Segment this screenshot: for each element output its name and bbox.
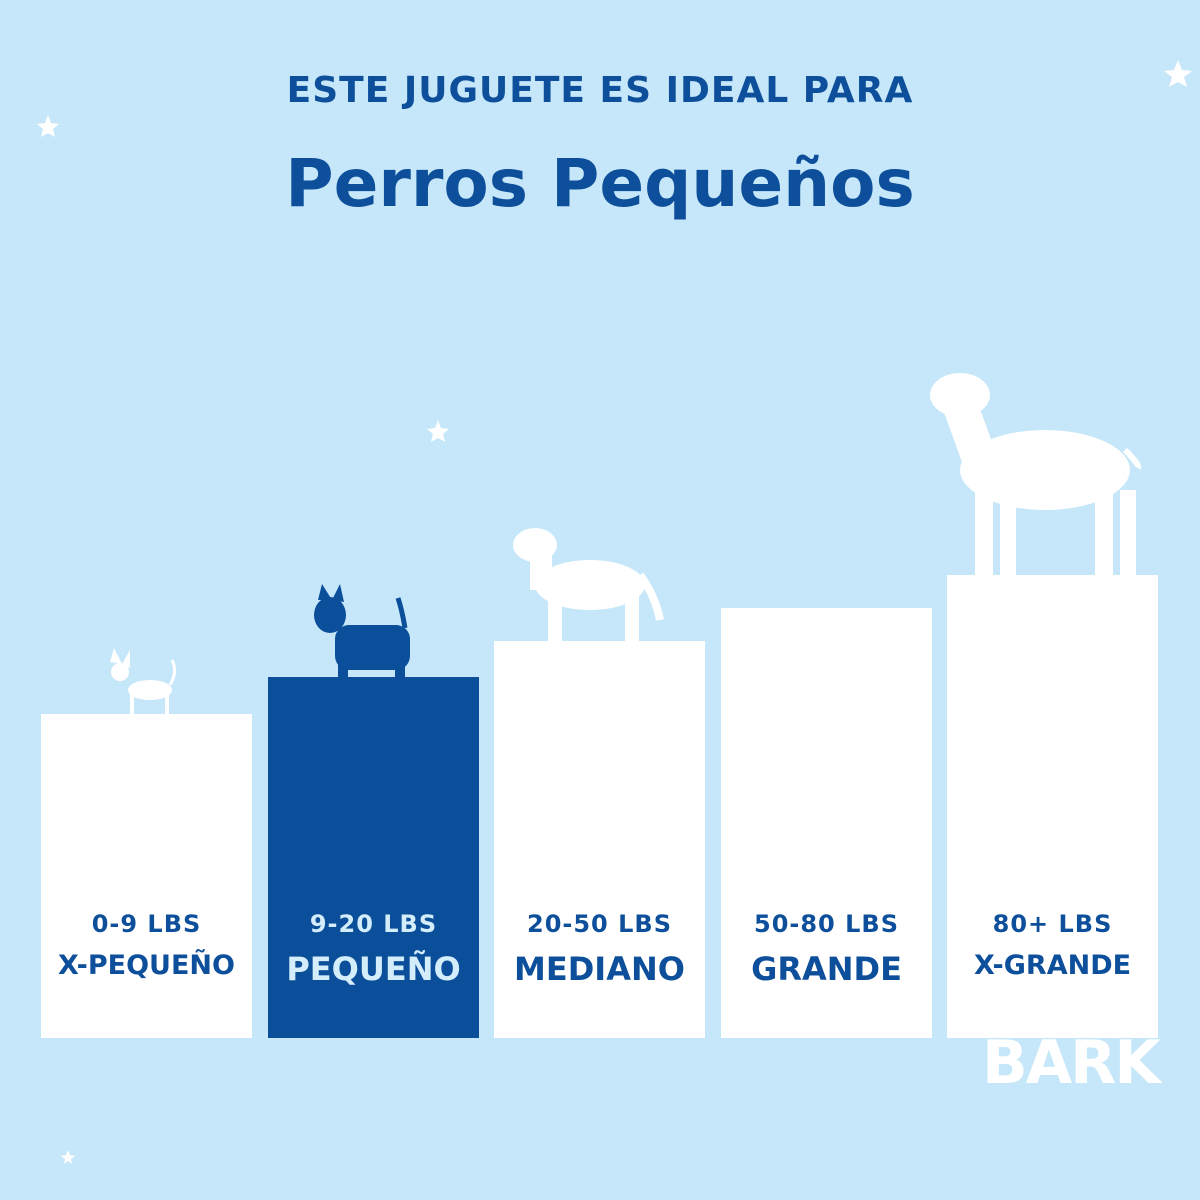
size-weight: 80+ LBS [992, 910, 1113, 938]
size-label: X-GRANDE [973, 950, 1132, 981]
size-label: PEQUEÑO [286, 950, 461, 988]
size-step: 80+ LBS X-GRANDE [947, 575, 1158, 1038]
size-step: 9-20 LBS PEQUEÑO [268, 677, 479, 1038]
size-step: 0-9 LBS X-PEQUEÑO [41, 714, 252, 1038]
size-label: X-PEQUEÑO [58, 950, 235, 981]
size-weight: 20-50 LBS [527, 910, 672, 938]
size-label: MEDIANO [514, 950, 685, 988]
brand-logo: BARK [982, 1028, 1161, 1098]
size-label: GRANDE [751, 950, 902, 988]
size-step: 20-50 LBS MEDIANO [494, 641, 705, 1038]
size-weight: 50-80 LBS [754, 910, 899, 938]
size-weight: 0-9 LBS [91, 910, 202, 938]
size-weight: 9-20 LBS [309, 910, 438, 938]
kicker: ESTE JUGUETE ES IDEAL PARA [286, 70, 914, 111]
size-step: 50-80 LBS GRANDE [721, 608, 932, 1038]
title: Perros Pequeños [285, 145, 915, 222]
